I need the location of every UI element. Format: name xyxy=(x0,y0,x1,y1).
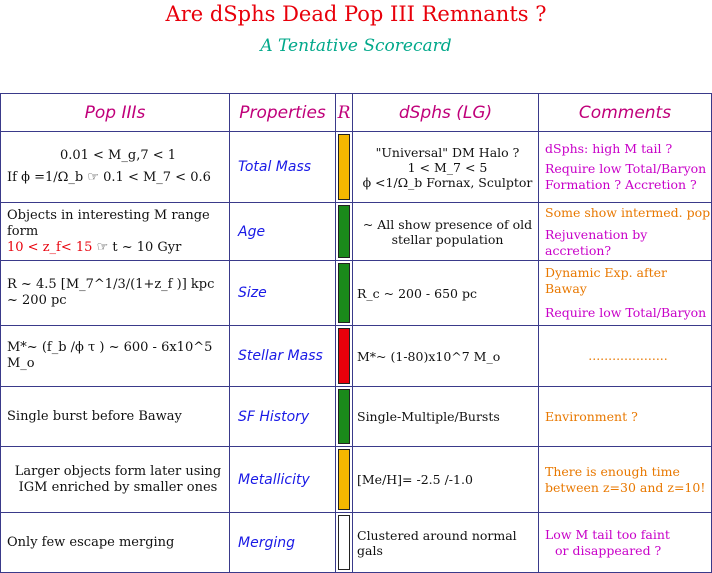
comment-line: dSphs: high M tail ? xyxy=(545,141,673,156)
rating-bar xyxy=(338,205,350,258)
property-cell: Age xyxy=(229,202,336,261)
property-cell: Size xyxy=(229,260,336,326)
dsph-cell: M*~ (1-80)x10^7 M_o xyxy=(352,325,539,387)
comment-line: Low M tail too faint xyxy=(545,526,670,542)
dsph-line: "Universal" DM Halo ? xyxy=(375,144,520,160)
rating-bar xyxy=(338,263,350,323)
comment-cell: Some show intermed. pop Rejuvenation by … xyxy=(538,202,712,261)
comment-cell: Dynamic Exp. after Baway Require low Tot… xyxy=(538,260,712,326)
property-cell: Total Mass xyxy=(229,131,336,203)
rating-bar xyxy=(338,134,350,200)
row-total-mass: 0.01 < M_g,7 < 1 If ϕ =1/Ω_b ☞ 0.1 < M_7… xyxy=(0,131,712,203)
dsph-cell: "Universal" DM Halo ? 1 < M_7 < 5 ϕ <1/Ω… xyxy=(352,131,539,203)
dsph-cell: [Me/H]= -2.5 /-1.0 xyxy=(352,446,539,513)
comment-cell: .................... xyxy=(538,325,712,387)
property-cell: Metallicity xyxy=(229,446,336,513)
comment-line: Require low Total/Baryon xyxy=(545,161,707,176)
pop3-cell: Objects in interesting M range form 10 <… xyxy=(0,202,230,261)
pop3-line: 0.01 < M_g,7 < 1 xyxy=(59,148,177,163)
comment-cell: Environment ? xyxy=(538,386,712,447)
pop3-line: Objects in interesting M range form xyxy=(7,207,210,239)
row-merging: Only few escape merging Merging Clustere… xyxy=(0,512,712,573)
pop3-line: ☞ t ~ 10 Gyr xyxy=(96,239,182,255)
rating-cell xyxy=(335,202,353,261)
property-cell: SF History xyxy=(229,386,336,447)
comment-cell: There is enough time between z=30 and z=… xyxy=(538,446,712,513)
comment-line: between z=30 and z=10! xyxy=(545,479,706,495)
rating-cell xyxy=(335,446,353,513)
comment-line: Rejuvenation by accretion? xyxy=(545,226,648,258)
dsph-cell: R_c ~ 200 - 650 pc xyxy=(352,260,539,326)
row-stellar-mass: M*~ (f_b /ϕ τ ) ~ 600 - 6x10^5 M_o Stell… xyxy=(0,325,712,387)
header-properties: Properties xyxy=(229,93,336,132)
rating-cell xyxy=(335,131,353,203)
pop3-redshift: 10 < z_f< 15 xyxy=(7,239,93,255)
dsph-cell: ~ All show presence of old stellar popul… xyxy=(352,202,539,261)
dsph-line: 1 < M_7 < 5 xyxy=(407,159,488,175)
rating-cell xyxy=(335,386,353,447)
header-dsphs: dSphs (LG) xyxy=(352,93,539,132)
property-cell: Merging xyxy=(229,512,336,573)
rating-bar xyxy=(338,515,350,570)
rating-bar xyxy=(338,389,350,444)
comment-line: Require low Total/Baryon xyxy=(545,305,707,320)
slide-title: Are dSphs Dead Pop III Remnants ? xyxy=(165,2,547,26)
header-comments: Comments xyxy=(538,93,712,132)
comment-line: Formation ? Accretion ? xyxy=(545,177,697,192)
pop3-line: IGM enriched by smaller ones xyxy=(18,479,218,495)
comment-line: Some show intermed. pop xyxy=(545,204,711,220)
slide-subtitle: A Tentative Scorecard xyxy=(260,36,452,56)
row-metallicity: Larger objects form later using IGM enri… xyxy=(0,446,712,513)
row-age: Objects in interesting M range form 10 <… xyxy=(0,202,712,261)
header-pop3: Pop IIIs xyxy=(0,93,230,132)
comment-cell: dSphs: high M tail ? Require low Total/B… xyxy=(538,131,712,203)
comment-line: There is enough time xyxy=(545,463,680,479)
pop3-line: If ϕ =1/Ω_b ☞ 0.1 < M_7 < 0.6 xyxy=(7,170,211,185)
header-row: Pop IIIs Properties R dSphs (LG) Comment… xyxy=(0,93,712,132)
rating-bar xyxy=(338,328,350,384)
row-size: R ~ 4.5 [M_7^1/3/(1+z_f )] kpc ~ 200 pc … xyxy=(0,260,712,326)
pop3-cell: Larger objects form later using IGM enri… xyxy=(0,446,230,513)
pop3-cell: R ~ 4.5 [M_7^1/3/(1+z_f )] kpc ~ 200 pc xyxy=(0,260,230,326)
comment-line: Dynamic Exp. after Baway xyxy=(545,265,668,296)
property-cell: Stellar Mass xyxy=(229,325,336,387)
pop3-cell: Single burst before Baway xyxy=(0,386,230,447)
scorecard-table: Pop IIIs Properties R dSphs (LG) Comment… xyxy=(0,93,712,573)
dsph-cell: Single-Multiple/Bursts xyxy=(352,386,539,447)
comment-cell: Low M tail too faint or disappeared ? xyxy=(538,512,712,573)
row-sf-history: Single burst before Baway SF History Sin… xyxy=(0,386,712,447)
dsph-line: stellar population xyxy=(391,231,504,247)
rating-cell xyxy=(335,325,353,387)
header-rating: R xyxy=(335,93,353,132)
dsph-cell: Clustered around normal gals xyxy=(352,512,539,573)
pop3-line: Larger objects form later using xyxy=(14,463,222,479)
pop3-cell: Only few escape merging xyxy=(0,512,230,573)
dsph-line: ~ All show presence of old xyxy=(362,216,533,232)
rating-cell xyxy=(335,512,353,573)
rating-cell xyxy=(335,260,353,326)
pop3-cell: 0.01 < M_g,7 < 1 If ϕ =1/Ω_b ☞ 0.1 < M_7… xyxy=(0,131,230,203)
rating-bar xyxy=(338,449,350,510)
dsph-line: ϕ <1/Ω_b Fornax, Sculptor xyxy=(362,174,533,190)
pop3-cell: M*~ (f_b /ϕ τ ) ~ 600 - 6x10^5 M_o xyxy=(0,325,230,387)
